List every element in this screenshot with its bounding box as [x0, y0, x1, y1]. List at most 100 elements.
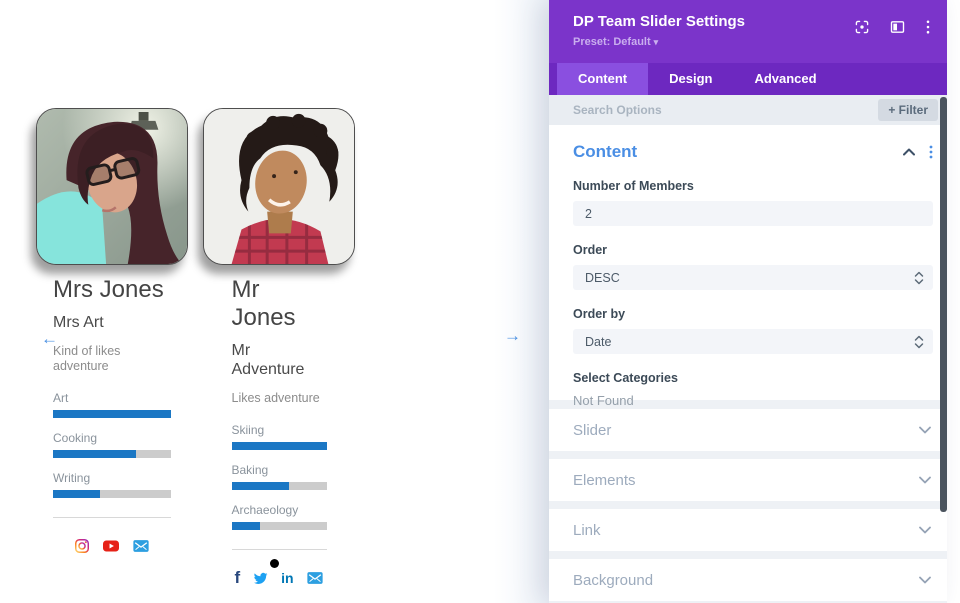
member-skills: Skiing Baking Archaeology — [231, 423, 327, 530]
preset-selector[interactable]: Preset: Default ▾ — [573, 36, 931, 48]
member-photo — [203, 108, 355, 265]
panel-scrollbar[interactable] — [940, 97, 947, 512]
email-icon[interactable] — [132, 538, 150, 554]
skill-item: Cooking — [53, 431, 171, 458]
section-title: Slider — [573, 421, 612, 439]
member-photo-illustration — [204, 109, 354, 264]
expand-icon[interactable] — [854, 19, 870, 35]
team-slider-preview: ← → — [0, 0, 549, 603]
chevron-down-icon — [919, 476, 931, 484]
slider-next-arrow[interactable]: → — [504, 326, 521, 345]
skill-item: Skiing — [231, 423, 327, 450]
chevron-down-icon — [919, 576, 931, 584]
instagram-icon[interactable] — [74, 538, 90, 554]
field-number-of-members: Number of Members 2 — [573, 179, 933, 226]
search-input[interactable]: Search Options — [573, 103, 662, 117]
order-select[interactable]: DESC — [573, 265, 933, 290]
card-divider — [231, 549, 327, 550]
facebook-icon[interactable]: f — [234, 568, 241, 587]
team-member-card: Mrs Jones Mrs Art Kind of likes adventur… — [36, 108, 188, 555]
skill-label: Archaeology — [231, 503, 299, 517]
slider-prev-arrow[interactable]: ← — [41, 329, 58, 348]
content-section: Content Number of Members 2 Order DESC O… — [549, 125, 947, 408]
member-skills: Art Cooking Writing — [53, 391, 171, 498]
panel-title: DP Team Slider Settings — [573, 13, 745, 30]
skill-bar-fill — [231, 522, 260, 530]
skill-bar-fill — [231, 442, 327, 450]
member-description: Likes adventure — [231, 391, 320, 405]
section-options-icon[interactable] — [929, 145, 933, 159]
skill-bar — [53, 490, 171, 498]
skill-item: Art — [53, 391, 171, 418]
field-order-by: Order by Date — [573, 307, 933, 354]
slider-pagination — [0, 559, 549, 568]
skill-bar — [231, 522, 327, 530]
pagination-dot[interactable] — [270, 559, 279, 568]
preset-label: Preset: Default — [573, 36, 651, 48]
section-title: Background — [573, 571, 654, 589]
settings-panel: DP Team Slider Settings Preset: Default ▾… — [549, 0, 947, 603]
skill-item: Baking — [231, 463, 327, 490]
number-of-members-input[interactable]: 2 — [573, 201, 933, 226]
field-label: Order by — [573, 307, 626, 321]
caret-down-icon: ▾ — [653, 37, 659, 47]
filter-button[interactable]: + Filter — [878, 99, 938, 121]
order-select-value: DESC — [585, 270, 620, 285]
tab-content[interactable]: Content — [557, 63, 649, 95]
team-member-card: Mr Jones Mr Adventure Likes adventure Sk… — [203, 108, 355, 587]
member-description: Kind of likes adventure — [53, 344, 121, 373]
skill-bar — [231, 442, 327, 450]
skill-label: Baking — [231, 463, 269, 477]
select-stepper-icon — [914, 335, 924, 349]
field-label: Order — [573, 243, 608, 257]
skill-label: Writing — [53, 471, 91, 485]
skill-bar-fill — [231, 482, 289, 490]
field-label: Number of Members — [573, 179, 694, 193]
chevron-down-icon — [919, 526, 931, 534]
header-icons — [854, 19, 931, 35]
skill-label: Cooking — [53, 431, 98, 445]
skill-bar-fill — [53, 490, 101, 498]
member-title: Mr Adventure — [231, 342, 305, 378]
linkedin-icon[interactable]: in — [281, 570, 294, 586]
member-social-links: f in — [232, 569, 327, 587]
member-title: Mrs Art — [53, 314, 104, 331]
chevron-up-icon[interactable] — [903, 148, 915, 156]
member-social-links — [53, 537, 171, 555]
member-photo-illustration — [37, 109, 187, 264]
more-icon[interactable] — [925, 19, 931, 35]
field-label: Select Categories — [573, 371, 678, 385]
tab-design[interactable]: Design — [669, 71, 713, 86]
section-title: Elements — [573, 471, 636, 489]
skill-item: Archaeology — [231, 503, 327, 530]
section-link[interactable]: Link — [549, 509, 947, 551]
search-options-bar: Search Options + Filter — [549, 95, 947, 125]
skill-bar-fill — [53, 410, 171, 418]
field-order: Order DESC — [573, 243, 933, 290]
field-select-categories: Select Categories Not Found — [573, 371, 933, 408]
skill-label: Art — [53, 391, 69, 405]
order-by-select-value: Date — [585, 334, 612, 349]
chevron-down-icon — [919, 426, 931, 434]
email-icon[interactable] — [306, 570, 324, 586]
section-title: Link — [573, 521, 601, 539]
tab-advanced[interactable]: Advanced — [754, 71, 817, 86]
section-slider[interactable]: Slider — [549, 409, 947, 451]
twitter-icon[interactable] — [252, 571, 269, 586]
skill-bar-fill — [53, 450, 136, 458]
split-view-icon[interactable] — [889, 19, 906, 35]
skill-bar — [53, 410, 171, 418]
skill-bar — [53, 450, 171, 458]
skill-label: Skiing — [231, 423, 265, 437]
member-name: Mrs Jones — [53, 276, 164, 303]
member-photo — [36, 108, 188, 265]
panel-header: DP Team Slider Settings Preset: Default ▾ — [549, 0, 947, 63]
section-elements[interactable]: Elements — [549, 459, 947, 501]
member-name: Mr Jones — [231, 276, 296, 331]
settings-tabs: Content Design Advanced — [549, 63, 947, 95]
categories-not-found-text: Not Found — [573, 393, 634, 408]
order-by-select[interactable]: Date — [573, 329, 933, 354]
youtube-icon[interactable] — [102, 538, 120, 554]
section-background[interactable]: Background — [549, 559, 947, 601]
card-divider — [53, 517, 171, 518]
